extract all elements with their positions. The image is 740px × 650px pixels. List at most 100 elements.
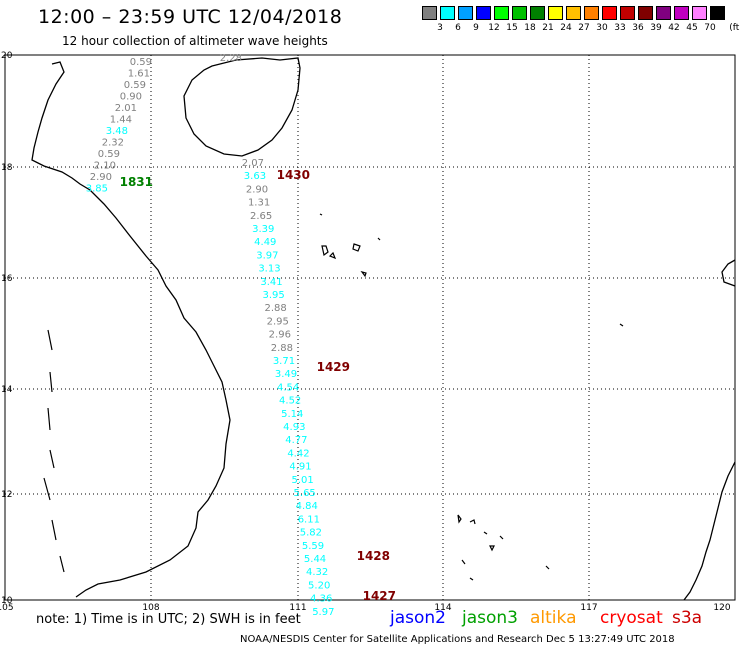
latitude-label: 20 [1,51,13,61]
wave-height-value: 2.28 [220,53,242,64]
wave-height-value: 3.13 [258,264,280,275]
spratly-islands [457,323,624,581]
latitude-label: 18 [1,163,13,173]
legend-swatch [440,6,455,20]
wave-height-value: 5.14 [281,409,303,420]
wave-height-value: 5.97 [312,607,334,618]
wave-height-value: 6.11 [298,514,320,525]
wave-height-value: 1.61 [128,69,150,80]
wave-height-value: 5.65 [294,488,316,499]
coastline-luzon [721,259,736,287]
wave-height-value: 3.85 [86,184,108,195]
footer-credit: NOAA/NESDIS Center for Satellite Applica… [240,634,675,645]
legend-unit: (ft) [729,23,740,33]
wave-height-value: 4.77 [285,435,307,446]
legend-label: 27 [578,23,590,33]
wave-height-value: 3.63 [244,171,266,182]
wave-height-value: 0.90 [120,92,142,103]
legend-label: 33 [614,23,626,33]
legend-label: 36 [632,23,644,33]
wave-height-value: 2.10 [94,161,116,172]
satellite-key-jason3: jason3 [462,608,518,628]
wave-height-value: 0.59 [98,149,120,160]
wave-height-value: 0.59 [124,80,146,91]
wave-height-value: 4.54 [277,382,299,393]
legend-label: 30 [596,23,608,33]
longitude-label: 108 [142,603,160,613]
wave-height-value: 5.01 [291,475,313,486]
latitude-label: 12 [1,490,13,500]
legend-swatch [494,6,509,20]
wave-height-value: 2.88 [265,303,287,314]
latitude-label: 14 [1,385,13,395]
coastline-vietnam [31,61,231,598]
legend-label: 39 [650,23,662,33]
wave-height-value: 2.95 [267,316,289,327]
longitude-label: 114 [434,603,452,613]
legend-label: 45 [686,23,698,33]
longitude-label: 120 [713,603,731,613]
pass-time-label: 1430 [277,168,310,182]
wave-height-value: 1.44 [110,115,132,126]
legend-label: 42 [668,23,680,33]
wave-height-value: 3.95 [262,290,284,301]
pass-time-label: 1428 [357,549,390,563]
wave-height-value: 2.96 [269,330,291,341]
pass-time-label: 1831 [120,175,153,189]
wave-height-value: 2.90 [90,172,112,183]
wave-height-value: 2.90 [246,184,268,195]
wave-height-value: 4.49 [254,237,276,248]
wave-height-value: 4.93 [283,422,305,433]
wave-height-value: 3.41 [260,277,282,288]
map-subtitle: 12 hour collection of altimeter wave hei… [62,34,328,48]
satellite-key-jason2: jason2 [390,608,446,628]
map-title: 12:00 – 23:59 UTC 12/04/2018 [38,6,343,28]
legend-swatch [566,6,581,20]
longitude-label: 117 [580,603,598,613]
paracel-islands [319,213,381,278]
wave-height-value: 3.71 [273,356,295,367]
satellite-key-s3a: s3a [672,608,703,628]
land-border [43,329,65,573]
legend-label: 6 [455,23,461,33]
wave-height-value: 4.84 [296,501,318,512]
coastline-palawan [683,461,736,601]
wave-height-value: 4.36 [310,594,332,605]
legend-swatch [476,6,491,20]
latitude-label: 16 [1,274,13,284]
legend-swatch [710,6,725,20]
wave-height-value: 2.32 [102,138,124,149]
pass-time-label: 1429 [317,360,350,374]
legend-swatch [638,6,653,20]
wave-height-value: 0.59 [130,57,152,68]
longitude-label: 111 [289,603,307,613]
legend-label: 12 [488,23,500,33]
wave-height-value: 2.07 [242,158,264,169]
coastline-hainan [183,57,301,157]
legend-swatch [584,6,599,20]
legend-swatch [656,6,671,20]
wave-height-labels: 0.591.610.590.902.011.443.482.320.592.10… [86,53,396,618]
wave-height-value: 4.42 [287,448,309,459]
legend-swatch [602,6,617,20]
legend-swatch [674,6,689,20]
wave-height-value: 3.49 [275,369,297,380]
wave-height-value: 5.82 [300,528,322,539]
legend-label: 9 [473,23,479,33]
legend-swatch [512,6,527,20]
legend-swatch [620,6,635,20]
wave-height-value: 3.39 [252,224,274,235]
wave-height-value: 2.01 [115,103,137,114]
units-note: note: 1) Time is in UTC; 2) SWH is in fe… [36,612,301,627]
latitude-label: 10 [1,596,13,606]
wave-height-value: 5.44 [304,554,326,565]
wave-height-value: 4.32 [306,567,328,578]
legend-swatch [692,6,707,20]
wave-height-value: 3.97 [256,250,278,261]
legend-swatch [422,6,437,20]
legend-label: 15 [506,23,518,33]
pass-time-label: 1427 [363,589,396,603]
legend-label: 18 [524,23,536,33]
legend-label: 21 [542,23,554,33]
